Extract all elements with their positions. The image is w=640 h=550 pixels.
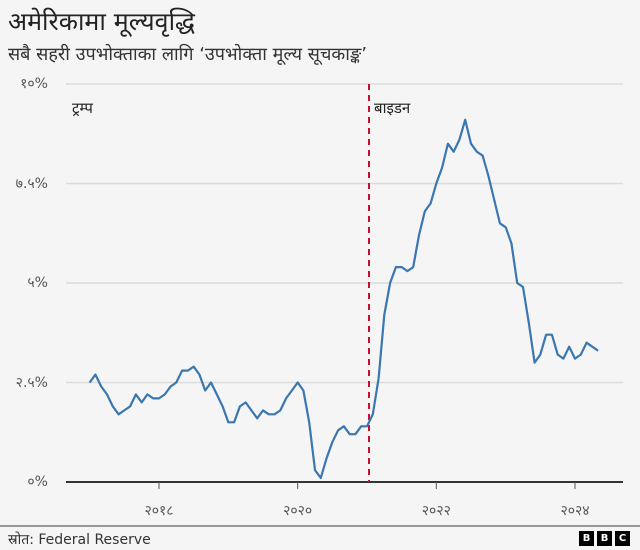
x-tick-label: २०२० [283,503,313,519]
logo-letter: B [579,531,594,546]
cpi-line [88,118,599,480]
annotation-biden: बाइडन [374,99,411,117]
x-tick-label: २०२४ [560,503,590,519]
y-tick-label: ७.५% [15,175,48,192]
y-tick-label: ०% [27,474,48,490]
bbc-logo: B B C [579,531,630,546]
y-tick-label: १०% [20,76,48,92]
footer-divider [0,525,640,527]
logo-letter: C [615,531,630,546]
chart-subtitle: सबै सहरी उपभोक्ताका लागि ‘उपभोक्ता मूल्य… [8,44,367,65]
x-tick-label: २०२२ [421,503,451,519]
y-tick-label: २.५% [15,374,48,391]
source-text: स्रोत: Federal Reserve [8,532,151,548]
y-tick-label: ५% [27,275,48,291]
logo-letter: B [597,531,612,546]
chart-title: अमेरिकामा मूल्यवृद्धि [8,7,196,36]
annotation-trump: ट्रम्प [72,99,93,117]
x-tick-label: २०१८ [144,503,174,519]
